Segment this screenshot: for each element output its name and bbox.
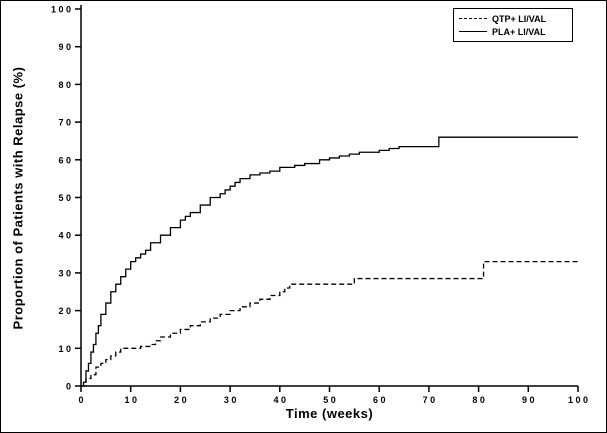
svg-text:1 0: 1 0: [58, 344, 71, 354]
y-axis-label: Proportion of Patients with Relapse (%): [10, 66, 26, 330]
svg-text:2 0: 2 0: [58, 306, 71, 316]
svg-text:7 0: 7 0: [58, 118, 71, 128]
svg-text:9 0: 9 0: [58, 42, 71, 52]
svg-text:4 0: 4 0: [274, 395, 287, 405]
legend-label-qtp: QTP+ LI/VAL: [492, 13, 547, 24]
svg-text:9 0: 9 0: [522, 395, 535, 405]
svg-text:8 0: 8 0: [472, 395, 485, 405]
svg-text:6 0: 6 0: [58, 155, 71, 165]
svg-text:3 0: 3 0: [58, 268, 71, 278]
dashed-line-sample: [459, 18, 487, 19]
svg-text:0: 0: [66, 382, 71, 392]
legend-item-pla: PLA+ LI/VAL: [459, 25, 568, 38]
svg-text:2 0: 2 0: [174, 395, 187, 405]
legend: QTP+ LI/VAL PLA+ LI/VAL: [453, 8, 573, 42]
svg-text:1 0 0: 1 0 0: [51, 5, 71, 15]
svg-text:1 0: 1 0: [124, 395, 137, 405]
svg-text:1 0 0: 1 0 0: [568, 395, 588, 405]
svg-text:0: 0: [78, 395, 83, 405]
legend-label-pla: PLA+ LI/VAL: [492, 26, 546, 37]
svg-text:8 0: 8 0: [58, 80, 71, 90]
svg-text:3 0: 3 0: [224, 395, 237, 405]
legend-item-qtp: QTP+ LI/VAL: [459, 12, 568, 25]
svg-text:5 0: 5 0: [323, 395, 336, 405]
svg-text:4 0: 4 0: [58, 231, 71, 241]
solid-line-sample: [459, 31, 487, 32]
svg-text:7 0: 7 0: [423, 395, 436, 405]
svg-text:5 0: 5 0: [58, 193, 71, 203]
x-axis-label: Time (weeks): [285, 406, 374, 421]
svg-text:6 0: 6 0: [373, 395, 386, 405]
